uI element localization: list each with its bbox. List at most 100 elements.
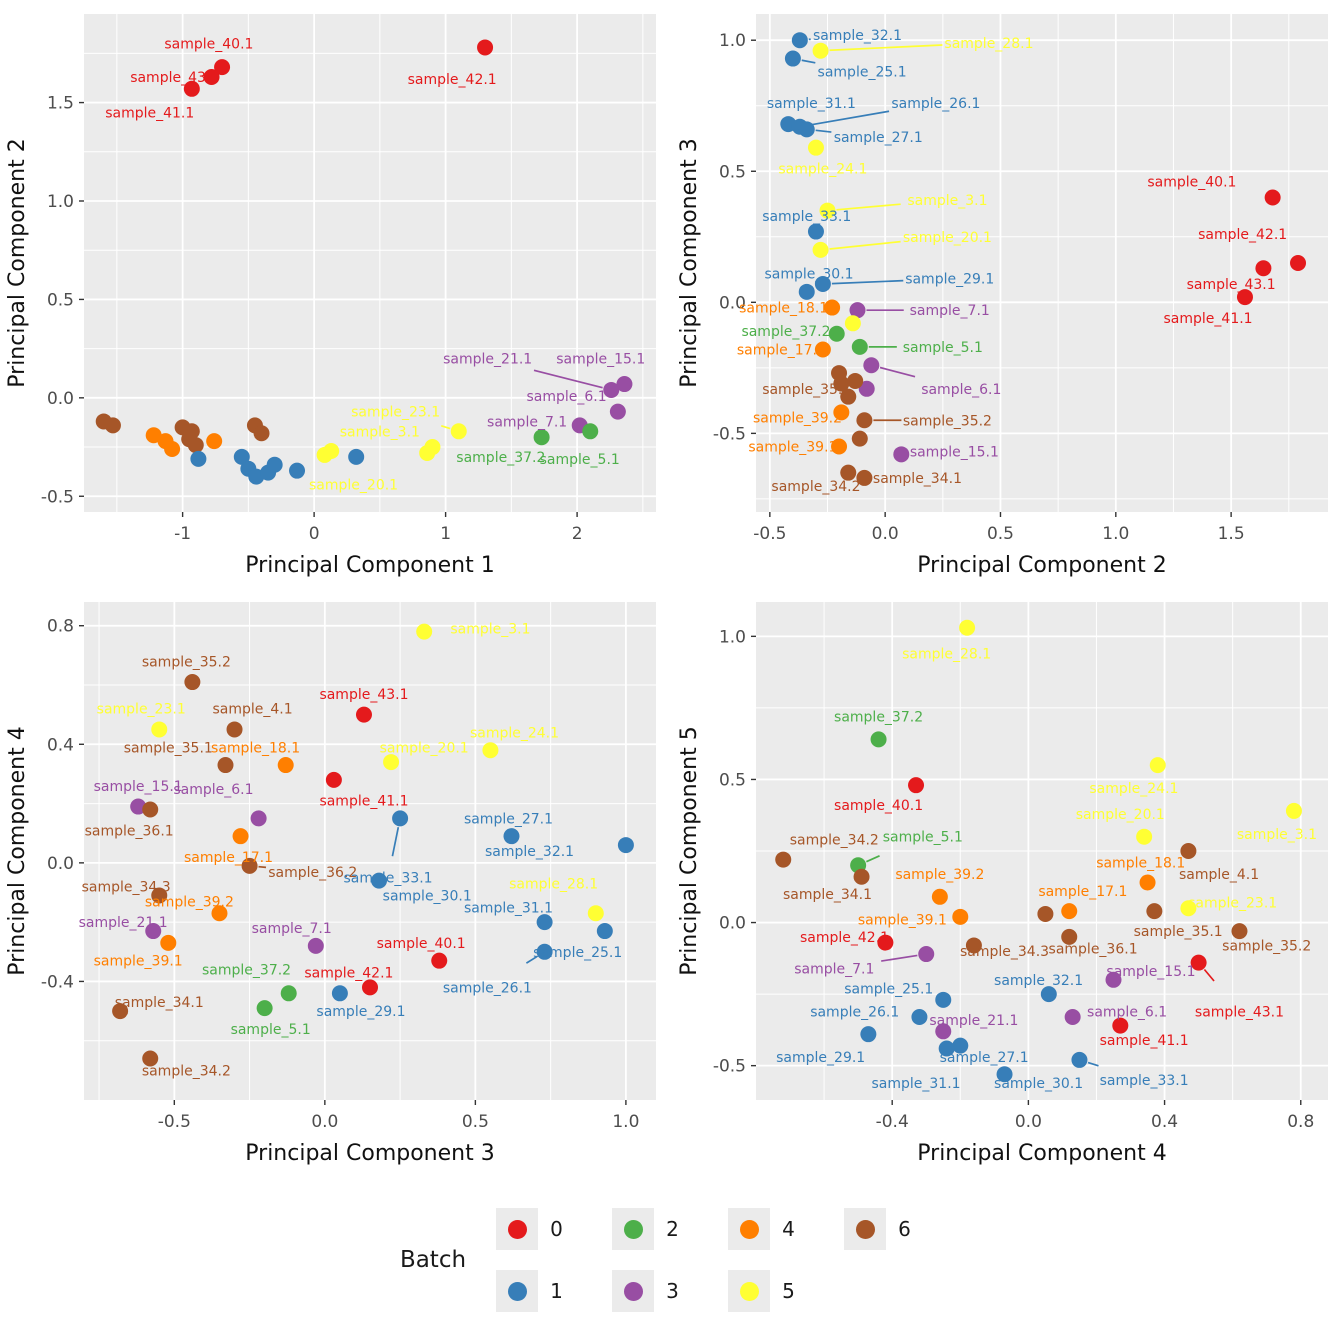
point-sample_33.1 (807, 223, 824, 240)
legend-key-swatch (612, 1208, 655, 1250)
point-sample_37.2 (533, 429, 550, 446)
point-sample_33.1 (1071, 1051, 1088, 1068)
data-point (847, 372, 864, 389)
point-sample_24.1 (482, 742, 499, 759)
data-point (266, 456, 283, 473)
data-point (844, 315, 861, 332)
point-sample_4.1 (1180, 843, 1197, 859)
sample-label-sample_42.1: sample_42.1 (1198, 227, 1287, 243)
point-sample_29.1 (331, 985, 348, 1002)
label-leader-line (441, 425, 451, 430)
y-tick-label: 1.0 (719, 31, 746, 51)
legend-entry-label: 3 (666, 1279, 679, 1303)
sample-label-sample_25.1: sample_25.1 (818, 65, 907, 81)
point-sample_39.2 (211, 905, 228, 922)
point-sample_39.1 (831, 438, 848, 455)
sample-label-sample_34.2: sample_34.2 (790, 833, 879, 849)
legend-key-swatch (728, 1208, 771, 1250)
point-sample_36.1 (142, 801, 159, 818)
sample-label-sample_43.1: sample_43.1 (319, 687, 408, 703)
sample-label-sample_35.1: sample_35.1 (762, 382, 851, 398)
point-sample_7.1 (849, 302, 866, 319)
panel-grid: -1 0 1 2 -0.5 0.0 0.5 1.0 1.5 sample_40.1 sample_4… (5, 14, 1328, 1166)
point-sample_23.1 (1180, 900, 1197, 917)
x-axis-title: Principal Component 2 (917, 553, 1166, 578)
point-sample_24.1 (1149, 757, 1166, 774)
sample-label-sample_3.1: sample_3.1 (907, 193, 987, 209)
data-point (187, 437, 204, 454)
label-leader-line (881, 954, 918, 962)
sample-label-sample_36.1: sample_36.1 (1049, 941, 1138, 957)
sample-label-sample_37.2: sample_37.2 (741, 324, 830, 340)
x-axis-title: Principal Component 3 (245, 1141, 494, 1166)
sample-label-sample_25.1: sample_25.1 (533, 945, 622, 961)
point-sample_39.2 (931, 888, 948, 905)
legend-key-swatch (844, 1208, 887, 1250)
sample-label-sample_24.1: sample_24.1 (1089, 781, 1178, 797)
sample-label-sample_40.1: sample_40.1 (834, 798, 923, 814)
point-sample_27.1 (798, 121, 815, 138)
data-point (233, 448, 250, 465)
sample-label-sample_18.1: sample_18.1 (211, 740, 300, 756)
legend-item-6: 6 (844, 1208, 944, 1250)
sample-label-sample_29.1: sample_29.1 (905, 272, 994, 288)
x-tick-label: 1.5 (1218, 524, 1245, 544)
sample-label-sample_31.1: sample_31.1 (464, 900, 553, 916)
point-sample_36.2 (241, 857, 258, 874)
y-axis-title: Principal Component 2 (5, 138, 30, 387)
point-sample_35.1 (217, 757, 234, 774)
point-sample_7.1 (918, 946, 935, 963)
sample-label-sample_18.1: sample_18.1 (1096, 855, 1185, 871)
point-sample_20.1 (1136, 828, 1153, 845)
sample-label-sample_21.1: sample_21.1 (443, 351, 532, 367)
point-sample_5.1 (582, 423, 599, 440)
legend-dot-icon (623, 1281, 643, 1301)
legend-dot-icon (855, 1219, 875, 1239)
y-tick-label: 0.0 (719, 293, 746, 313)
x-tick-label: 0.0 (872, 524, 899, 544)
x-tick-label: -1 (174, 524, 191, 544)
point-sample_28.1 (959, 619, 976, 636)
sample-label-sample_35.2: sample_35.2 (1222, 938, 1311, 954)
sample-label-sample_41.1: sample_41.1 (319, 794, 408, 810)
data-point (419, 444, 436, 461)
point-sample_39.2 (833, 404, 850, 421)
data-point (145, 427, 162, 444)
sample-label-sample_39.1: sample_39.1 (748, 439, 837, 455)
label-leader-line (525, 955, 538, 964)
sample-label-sample_40.1: sample_40.1 (377, 936, 466, 952)
sample-label-sample_42.1: sample_42.1 (304, 966, 393, 982)
sample-label-sample_3.1: sample_3.1 (340, 424, 420, 440)
point-sample_6.1 (609, 403, 626, 420)
point-sample_17.1 (232, 828, 249, 845)
point-sample_15.1 (893, 446, 910, 463)
sample-label-sample_36.2: sample_36.2 (268, 865, 357, 881)
legend-key-swatch (496, 1270, 539, 1312)
y-tick-label: 0.5 (47, 290, 74, 310)
sample-label-sample_39.2: sample_39.2 (895, 867, 984, 883)
point-sample_42.1 (877, 934, 894, 951)
data-point (851, 430, 868, 447)
sample-label-sample_33.1: sample_33.1 (762, 209, 851, 225)
sample-label-sample_3.1: sample_3.1 (1237, 827, 1317, 843)
sample-label-sample_34.3: sample_34.3 (82, 880, 171, 896)
label-leader-line (815, 129, 832, 133)
x-tick-label: -0.4 (876, 1112, 909, 1132)
point-sample_31.1 (938, 1040, 955, 1057)
point-sample_42.1 (1290, 255, 1307, 271)
sample-label-sample_20.1: sample_20.1 (1076, 807, 1165, 823)
point-sample_40.1 (908, 777, 925, 794)
point-sample_6.1 (250, 810, 267, 827)
point-sample_21.1 (145, 923, 162, 940)
point-sample_40.1 (431, 952, 448, 969)
point-sample_7.1 (307, 937, 324, 954)
sample-label-sample_41.1: sample_41.1 (105, 105, 194, 121)
x-tick-label: -0.5 (158, 1112, 191, 1132)
legend-entry-label: 0 (550, 1217, 563, 1241)
point-sample_15.1 (130, 798, 147, 815)
data-point (190, 450, 207, 467)
label-leader-line (1203, 968, 1215, 982)
data-point (858, 380, 875, 397)
point-sample_25.1 (596, 923, 613, 940)
sample-label-sample_20.1: sample_20.1 (380, 740, 469, 756)
